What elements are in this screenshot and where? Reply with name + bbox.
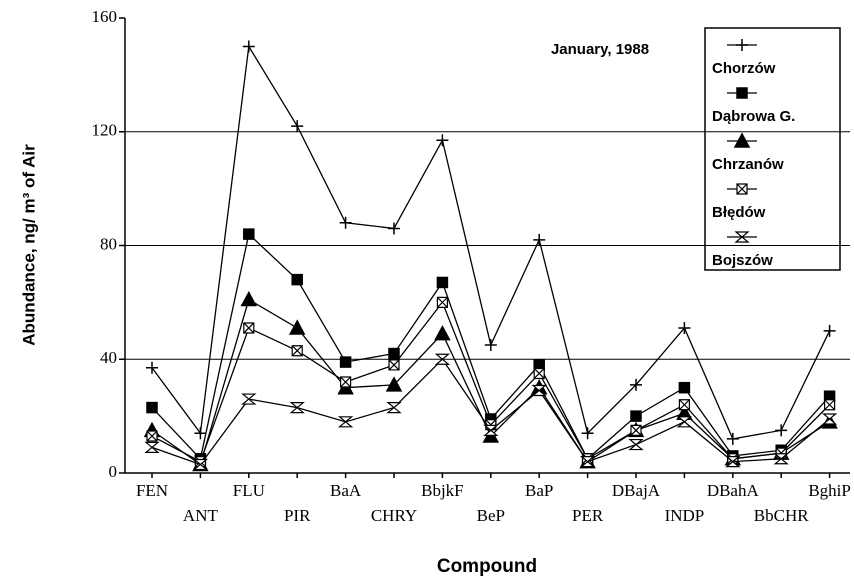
x-tick-label: BeP	[477, 506, 505, 525]
x-tick-label: BbCHR	[754, 506, 809, 525]
data-marker	[340, 376, 352, 388]
legend-marker	[736, 39, 748, 51]
x-axis-label: Compound	[437, 556, 537, 577]
data-marker	[483, 424, 499, 436]
data-marker	[388, 222, 400, 235]
data-marker	[434, 353, 451, 365]
x-tick-label: BaP	[525, 481, 553, 500]
data-marker	[146, 361, 158, 374]
y-tick-label: 40	[100, 348, 117, 367]
legend-label: Bojszów	[712, 252, 773, 269]
x-tick-label: FEN	[136, 481, 168, 500]
legend-label: Błędów	[712, 204, 766, 221]
legend-marker	[736, 87, 748, 99]
x-tick-label: PIR	[284, 506, 311, 525]
x-tick-label: BbjkF	[421, 481, 464, 500]
data-marker	[484, 339, 497, 352]
legend-marker	[733, 132, 751, 148]
x-tick-label: FLU	[233, 481, 265, 500]
data-marker	[531, 384, 547, 397]
data-marker	[533, 233, 546, 246]
x-tick-label: PER	[572, 506, 604, 525]
legend-marker	[736, 183, 748, 195]
legend-marker	[734, 231, 750, 243]
data-marker	[678, 321, 691, 334]
y-axis-label: Abundance, ng/ m³ of Air	[19, 144, 38, 346]
data-marker	[436, 276, 449, 289]
x-tick-label: DBahA	[707, 481, 760, 500]
data-marker	[436, 134, 449, 147]
data-marker	[436, 296, 448, 308]
x-tick-label: CHRY	[371, 506, 417, 525]
data-marker	[579, 456, 596, 468]
data-marker	[243, 228, 255, 240]
y-tick-label: 160	[92, 7, 118, 26]
data-marker	[291, 345, 303, 357]
data-marker	[823, 324, 836, 337]
data-marker	[386, 401, 402, 414]
data-marker	[726, 432, 739, 445]
data-marker	[243, 322, 255, 334]
data-marker	[288, 319, 306, 335]
data-marker	[192, 458, 209, 471]
data-marker	[242, 40, 255, 53]
data-marker	[630, 424, 642, 436]
data-marker	[146, 430, 158, 442]
y-tick-label: 80	[100, 234, 117, 253]
data-marker	[144, 441, 160, 454]
data-marker	[821, 413, 838, 425]
data-marker	[194, 427, 207, 440]
data-marker	[725, 456, 741, 468]
data-marker	[339, 216, 352, 229]
data-marker	[678, 381, 691, 394]
data-marker	[630, 378, 642, 391]
data-marker	[146, 401, 158, 414]
data-marker	[291, 273, 303, 286]
data-marker	[388, 347, 400, 360]
data-marker	[676, 416, 693, 428]
y-tick-label: 120	[92, 121, 118, 140]
data-marker	[241, 393, 257, 405]
legend-label: Chrzanów	[712, 156, 784, 173]
x-tick-label: INDP	[665, 506, 705, 525]
data-marker	[289, 401, 305, 414]
data-marker	[291, 120, 304, 133]
data-marker	[630, 410, 642, 422]
data-marker	[628, 438, 644, 451]
data-marker	[434, 325, 451, 341]
data-marker	[678, 399, 690, 411]
data-marker	[775, 424, 788, 437]
legend-label: Dąbrowa G.	[712, 108, 795, 125]
y-tick-label: 0	[109, 462, 118, 481]
x-tick-label: ANT	[183, 506, 219, 525]
data-marker	[773, 453, 789, 465]
x-tick-label: BghiP	[808, 481, 851, 500]
data-marker	[824, 399, 836, 411]
data-marker	[240, 290, 258, 307]
legend-box	[704, 27, 841, 271]
legend-label: Chorzów	[712, 60, 776, 77]
data-marker	[388, 359, 400, 371]
annotation: January, 1988	[551, 41, 649, 58]
data-marker	[339, 356, 352, 368]
x-tick-label: DBajA	[612, 481, 661, 500]
x-tick-label: BaA	[330, 481, 362, 500]
data-marker	[337, 416, 354, 428]
data-marker	[581, 427, 594, 440]
data-marker	[533, 367, 545, 380]
data-marker	[385, 376, 403, 392]
